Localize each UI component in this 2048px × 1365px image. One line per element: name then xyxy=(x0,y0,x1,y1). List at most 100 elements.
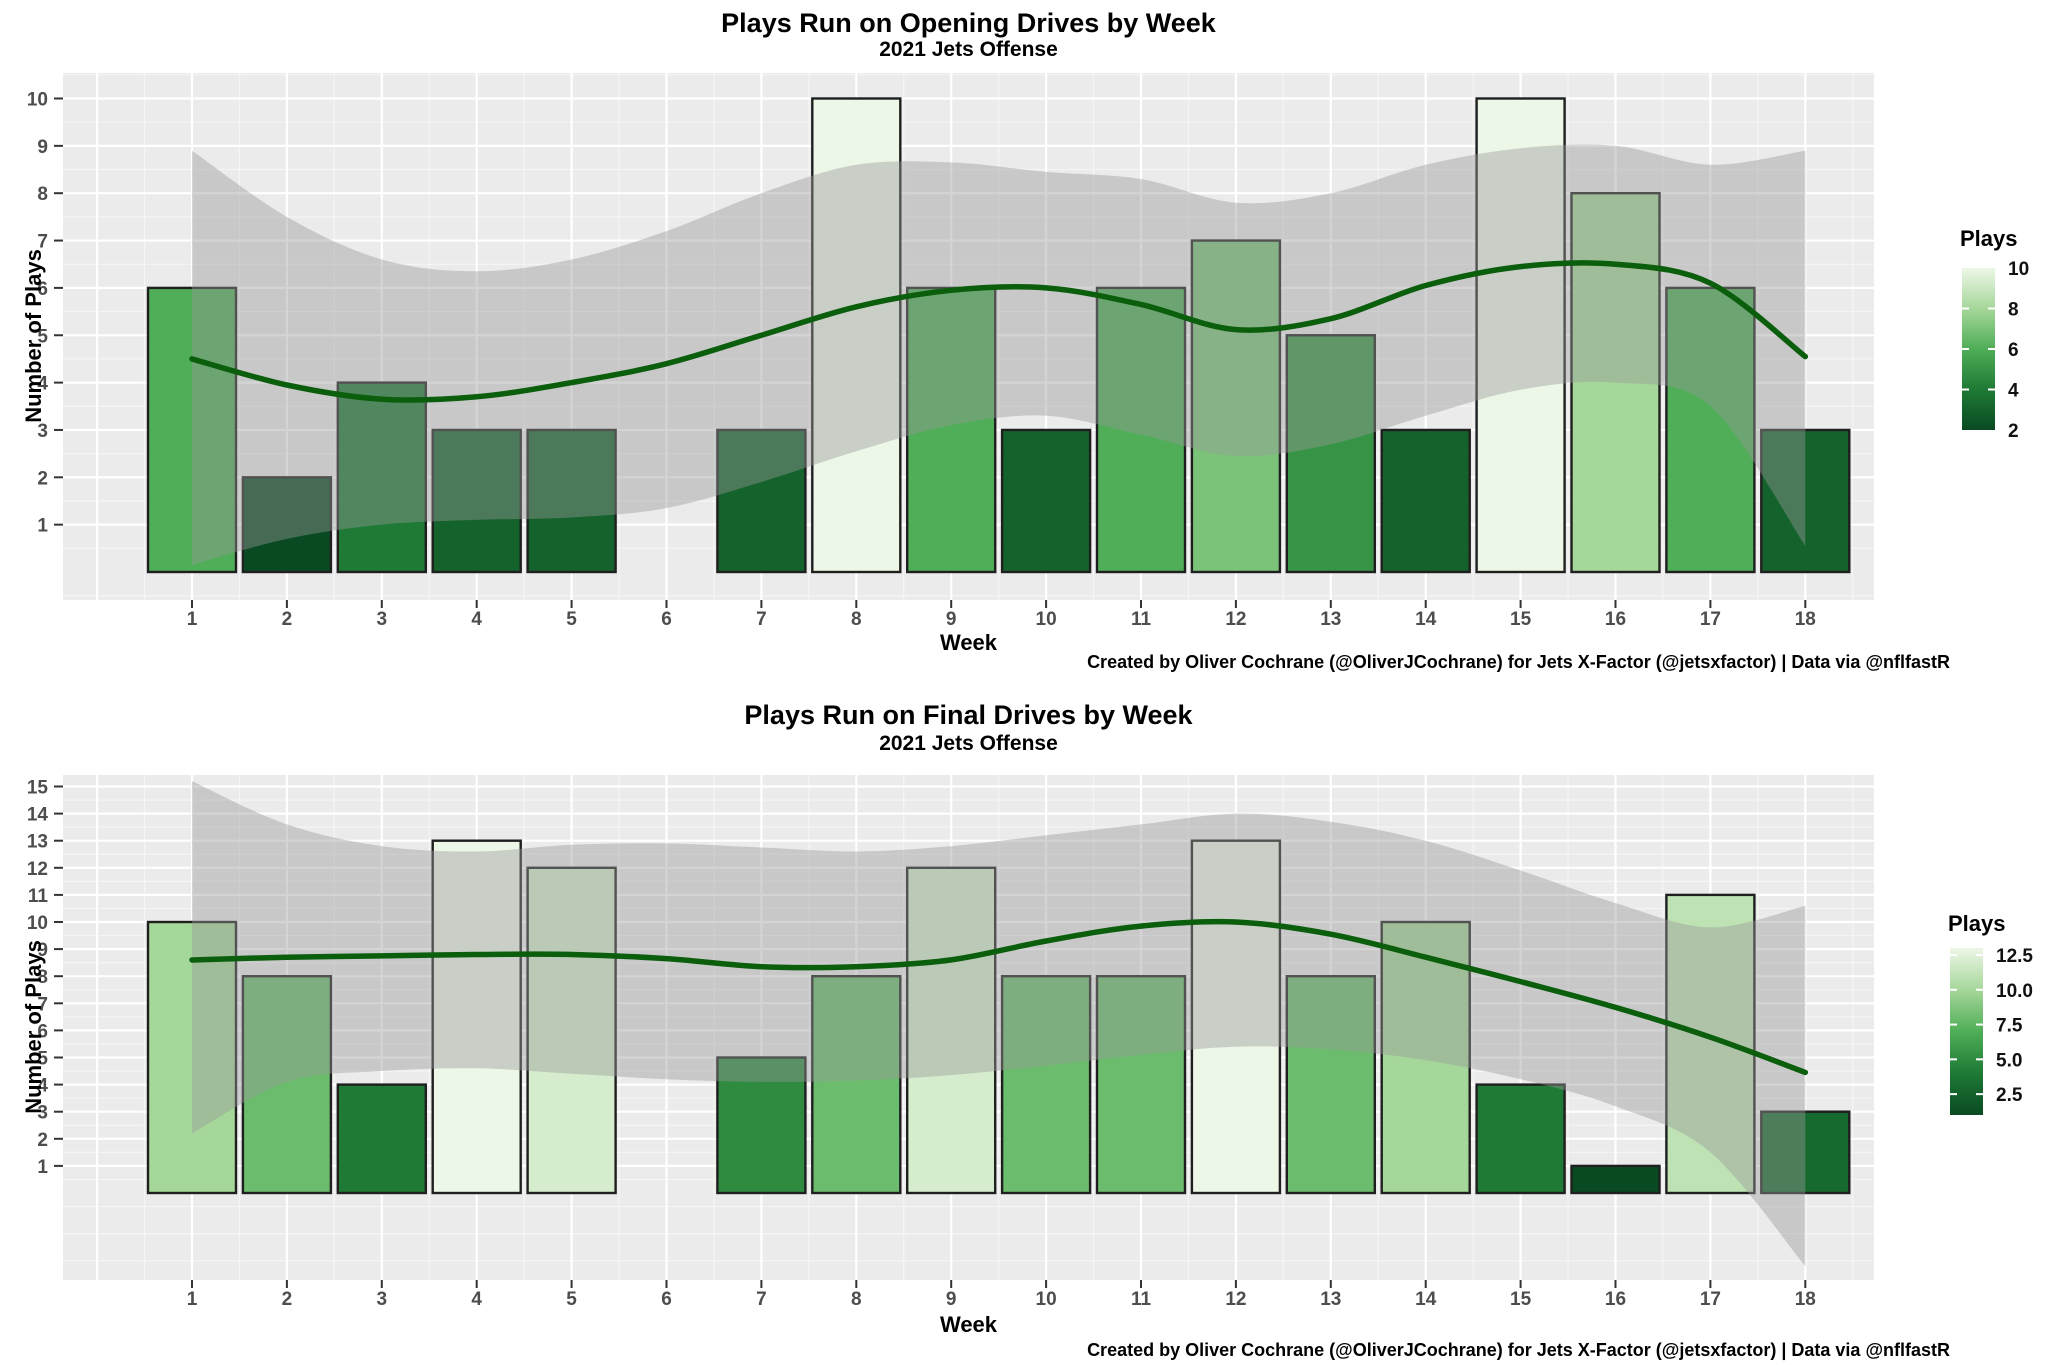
y-tick-label: 7 xyxy=(37,232,48,253)
chart1: 1 2 3 4 5 6 7 8 9 10 11 12 13 14 15 16 17 181234567891010… xyxy=(27,73,2029,630)
bar-week-12 xyxy=(1190,839,1282,1195)
bar-week-10 xyxy=(1000,975,1092,1195)
chart1-legend-title: Plays xyxy=(1960,226,2018,251)
y-tick-label: 7 xyxy=(37,994,48,1015)
y-tick-label: 6 xyxy=(37,279,48,300)
y-tick-label: 13 xyxy=(27,832,48,853)
chart2: 1 2 3 4 5 6 7 8 9 10 11 12 13 14 15 16 17 181234567891011… xyxy=(27,775,2033,1310)
x-tick-label: 8 xyxy=(851,609,862,630)
y-tick-label: 12 xyxy=(27,859,48,880)
y-tick-label: 2 xyxy=(37,1130,48,1151)
x-tick-label: 17 xyxy=(1700,609,1721,630)
legend-tick-label: 2 xyxy=(2008,421,2019,442)
bar-week-7 xyxy=(716,428,807,574)
bar-week-5 xyxy=(526,428,617,574)
chart2-confidence-ribbon xyxy=(192,781,1806,1267)
legend-tick-label: 10 xyxy=(2008,259,2029,280)
y-tick-label: 8 xyxy=(37,967,48,988)
bar-week-1 xyxy=(146,920,238,1195)
x-tick-label: 4 xyxy=(471,1289,482,1310)
x-tick-label: 15 xyxy=(1510,1289,1532,1310)
bar-week-4 xyxy=(431,839,522,1195)
x-tick-label: 16 xyxy=(1605,609,1626,630)
chart2-caption: Created by Oliver Cochrane (@OliverJCoch… xyxy=(1087,1340,1950,1360)
legend-tick-label: 12.5 xyxy=(1996,946,2033,967)
y-tick-label: 9 xyxy=(37,940,48,961)
x-tick-label: 6 xyxy=(661,1289,672,1310)
bar-week-2 xyxy=(241,975,333,1195)
chart1-subtitle: 2021 Jets Offense xyxy=(879,38,1058,61)
x-tick-label: 10 xyxy=(1036,609,1057,630)
bar-week-11 xyxy=(1095,975,1187,1195)
chart2-x-axis: 1 2 3 4 5 6 7 8 9 10 11 12 13 14 15 16 17 18 xyxy=(187,1280,1816,1310)
y-tick-label: 2 xyxy=(37,468,48,489)
legend-tick-label: 6 xyxy=(2008,340,2019,361)
chart2-legend-title: Plays xyxy=(1948,911,2006,936)
bar-week-7 xyxy=(716,1056,807,1195)
chart1-confidence-ribbon xyxy=(192,144,1806,565)
x-tick-label: 12 xyxy=(1225,1289,1246,1310)
y-tick-label: 14 xyxy=(27,805,49,826)
bar-week-13 xyxy=(1285,975,1377,1195)
x-tick-label: 2 xyxy=(282,1289,293,1310)
x-tick-label: 5 xyxy=(566,609,577,630)
x-tick-label: 17 xyxy=(1700,1289,1721,1310)
bar-week-18 xyxy=(1760,428,1851,574)
x-tick-label: 13 xyxy=(1320,609,1341,630)
y-tick-label: 4 xyxy=(37,1076,48,1097)
y-tick-label: 1 xyxy=(37,516,48,537)
chart1-title: Plays Run on Opening Drives by Week xyxy=(721,8,1216,38)
legend-tick-label: 4 xyxy=(2008,381,2019,402)
legend-gradient-bar xyxy=(1950,948,1983,1115)
chart1-bars xyxy=(146,97,1851,574)
chart2-trend-line xyxy=(189,918,1809,1076)
x-tick-label: 3 xyxy=(377,609,388,630)
bar-week-14 xyxy=(1380,428,1471,574)
x-tick-label: 14 xyxy=(1415,609,1437,630)
bar-week-11 xyxy=(1095,286,1187,574)
x-tick-label: 1 xyxy=(187,1289,198,1310)
x-tick-label: 15 xyxy=(1510,609,1532,630)
chart1-caption: Created by Oliver Cochrane (@OliverJCoch… xyxy=(1087,652,1950,672)
chart1-x-axis-title: Week xyxy=(939,630,998,655)
y-tick-label: 3 xyxy=(37,1103,48,1124)
chart2-legend: 12.5 10.0 7.5 5.0 2.5 xyxy=(1950,946,2033,1115)
chart1-x-axis: 1 2 3 4 5 6 7 8 9 10 11 12 13 14 15 16 17 18 xyxy=(187,600,1816,630)
bar-week-15 xyxy=(1475,1083,1566,1195)
x-tick-label: 9 xyxy=(946,1289,957,1310)
bar-week-18 xyxy=(1760,1110,1851,1195)
x-tick-label: 4 xyxy=(471,609,482,630)
chart1-y-axis: 1 2 3 4 5 6 7 8 9 10 xyxy=(27,90,63,537)
y-tick-label: 9 xyxy=(37,137,48,158)
y-tick-label: 6 xyxy=(37,1021,48,1042)
bar-week-4 xyxy=(431,428,522,574)
y-tick-label: 1 xyxy=(37,1157,48,1178)
y-tick-label: 10 xyxy=(27,90,48,111)
chart2-y-axis-title: Number of Plays xyxy=(21,940,46,1114)
y-tick-label: 3 xyxy=(37,421,48,442)
x-tick-label: 5 xyxy=(566,1289,577,1310)
bar-week-9 xyxy=(906,286,997,574)
chart2-bars xyxy=(146,839,1851,1195)
chart2-x-axis-title: Week xyxy=(939,1312,998,1337)
x-tick-label: 9 xyxy=(946,609,957,630)
bar-week-10 xyxy=(1000,428,1092,574)
bar-week-12 xyxy=(1190,239,1282,574)
chart2-title: Plays Run on Final Drives by Week xyxy=(744,700,1193,730)
chart1-legend: 10 8 6 4 2 xyxy=(1962,259,2029,442)
x-tick-label: 18 xyxy=(1795,1289,1816,1310)
bar-week-17 xyxy=(1665,286,1756,574)
bar-week-15 xyxy=(1475,97,1566,574)
y-tick-label: 5 xyxy=(37,1049,48,1070)
bar-week-17 xyxy=(1665,893,1756,1195)
bar-week-16 xyxy=(1570,191,1661,574)
y-tick-label: 5 xyxy=(37,326,48,347)
bar-week-8 xyxy=(811,97,902,574)
chart2-subtitle: 2021 Jets Offense xyxy=(879,732,1058,755)
chart1-trend-line xyxy=(189,260,1809,403)
x-tick-label: 3 xyxy=(377,1289,388,1310)
x-tick-label: 11 xyxy=(1131,1289,1152,1310)
y-tick-label: 8 xyxy=(37,184,48,205)
